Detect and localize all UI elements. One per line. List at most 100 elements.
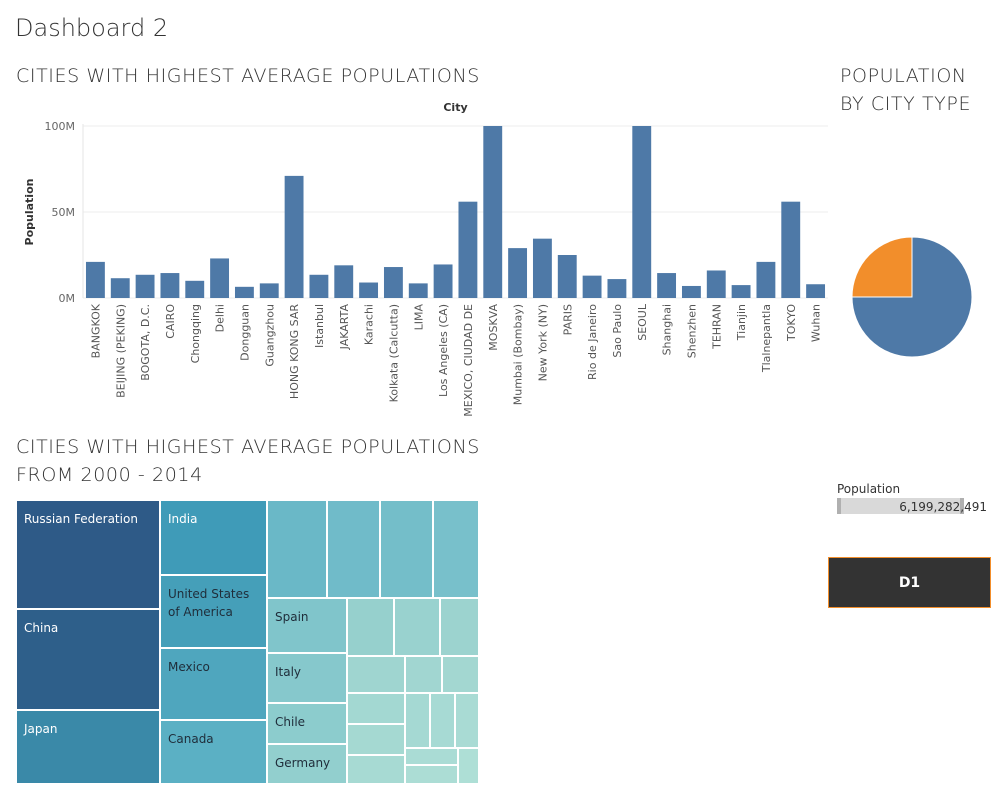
treemap-cell-chile: Chile [267, 703, 347, 744]
bar-beijing-peking [110, 278, 130, 298]
d1-navigation-button[interactable]: D1 [828, 557, 991, 608]
treemap-cell [405, 748, 458, 765]
pie-chart-title: POPULATION BY CITY TYPE [840, 62, 971, 118]
treemap-cell [405, 656, 442, 693]
treemap-cell-label: Canada [168, 732, 214, 746]
bar-x-tick-label: Sao Paulo [611, 304, 624, 358]
bar-x-tick-label: MEXICO, CIUDAD DE [462, 304, 475, 417]
bar-x-tick-label: HONG KONG SAR [288, 304, 301, 399]
bar-x-tick-label: MOSKVA [487, 304, 500, 351]
bar-x-tick-label: Los Angeles (CA) [437, 304, 450, 397]
treemap-cell-label: Mexico [168, 660, 210, 674]
bar-x-tick-label: TOKYO [785, 304, 798, 342]
country-treemap: Russian Federation China Japan India United … [16, 500, 479, 784]
treemap-cell-label: Spain [275, 610, 309, 624]
bar-x-tick-label: PARIS [561, 304, 574, 335]
bar-x-tick-label: BANGKOK [89, 303, 102, 358]
bar-mexico-ciudad-de [458, 201, 478, 298]
bar-delhi [210, 258, 230, 298]
bar-x-tick-label: Tlalnepantla [760, 304, 773, 373]
bar-x-tick-label: Istanbul [313, 304, 326, 348]
bar-x-axis-title: City [443, 101, 467, 114]
bar-istanbul [309, 274, 329, 298]
bar-shanghai [657, 273, 677, 298]
treemap-cell-united-states-of-america: United States of America [160, 575, 267, 648]
treemap-cell-label: Japan [24, 722, 58, 736]
treemap-cell [440, 598, 479, 656]
bar-chart-title: CITIES WITH HIGHEST AVERAGE POPULATIONS [16, 65, 480, 87]
bar-x-tick-label: BOGOTA, D.C. [139, 304, 152, 381]
pie-slice-blue [851, 236, 973, 358]
treemap-cell-label: India [168, 512, 198, 526]
bar-x-tick-label: Rio de Janeiro [586, 304, 599, 380]
population-bar-chart: City Population 0M 50M 100M BANGKOK BEIJING (P… [23, 101, 828, 417]
bar-new-york-ny [532, 238, 552, 298]
treemap-cell-label: Germany [275, 756, 331, 770]
treemap-cell-china: China [16, 609, 160, 710]
bar-rio-de-janeiro [582, 275, 602, 298]
bar-tianjin [731, 285, 751, 298]
bar-x-tick-label: Tianjin [735, 304, 748, 341]
bar-x-tick-label: CAIRO [164, 304, 177, 339]
bar-y-tick-label: 100M [45, 120, 76, 133]
treemap-cell [347, 598, 394, 656]
bar-x-tick-label: Shanghai [661, 304, 674, 355]
bar-shenzhen [681, 285, 701, 298]
city-type-pie-chart [851, 236, 973, 358]
treemap-cell [433, 500, 479, 598]
pie-title-line2: BY CITY TYPE [840, 93, 972, 115]
treemap-cell-label: Italy [275, 665, 302, 679]
treemap-cell-mexico: Mexico [160, 648, 267, 720]
treemap-cell [347, 724, 405, 755]
bar-y-tick-label: 0M [59, 292, 76, 305]
treemap-title: CITIES WITH HIGHEST AVERAGE POPULATIONS … [16, 433, 480, 489]
population-filter[interactable]: Population 6,199,282,491 [837, 482, 987, 514]
bar-x-tick-label: Dongguan [238, 304, 251, 361]
bar-x-tick-label: Guangzhou [263, 304, 276, 367]
bar-x-tick-label: Wuhan [810, 304, 823, 342]
treemap-cell-label: United States of America [168, 587, 250, 619]
treemap-title-line1: CITIES WITH HIGHEST AVERAGE POPULATIONS [16, 436, 480, 458]
bar-lima [408, 283, 428, 298]
bar-dongguan [234, 286, 254, 298]
treemap-cell [394, 598, 440, 656]
bar-tokyo [781, 201, 801, 298]
population-range-slider[interactable] [837, 498, 964, 514]
bar-tlalnepantla [756, 261, 776, 298]
bar-x-tick-label: SEOUL [636, 303, 649, 341]
bar-karachi [359, 282, 379, 298]
treemap-cell [455, 693, 479, 748]
population-filter-label: Population [837, 482, 901, 496]
treemap-cell [267, 500, 327, 598]
bar-cairo [160, 273, 180, 298]
bar-x-tick-label: Karachi [363, 304, 376, 345]
bar-x-tick-label: TEHRAN [710, 304, 723, 350]
bar-seoul [632, 126, 652, 298]
bar-jakarta [334, 265, 354, 298]
bar-tehran [706, 270, 726, 298]
bar-mumbai-bombay [508, 248, 528, 298]
population-filter-value: 6,199,282,491 [899, 500, 987, 514]
treemap-cell-india: India [160, 500, 267, 575]
treemap-cell-canada: Canada [160, 720, 267, 784]
bar-y-axis-title: Population [23, 179, 36, 246]
treemap-cell-label: Chile [275, 715, 306, 729]
treemap-cell-germany: Germany [267, 744, 347, 784]
treemap-cell-spain: Spain [267, 598, 347, 653]
treemap-cell-japan: Japan [16, 710, 160, 784]
bar-x-tick-label: Mumbai (Bombay) [512, 304, 525, 405]
pie-slice-orange [851, 236, 913, 298]
bar-x-tick-label: JAKARTA [338, 304, 351, 351]
bar-los-angeles-ca [433, 264, 453, 298]
treemap-title-line2: FROM 2000 - 2014 [16, 464, 203, 486]
bar-sao-paulo [607, 279, 627, 298]
treemap-cell [405, 693, 430, 748]
bar-wuhan [806, 284, 826, 298]
treemap-cell-label: China [24, 621, 59, 635]
treemap-cell [405, 765, 458, 784]
treemap-cell [347, 693, 405, 724]
treemap-cell-italy: Italy [267, 653, 347, 703]
treemap-cell-label: Russian Federation [24, 512, 138, 526]
treemap-cell-russian-federation: Russian Federation [16, 500, 160, 609]
bar-x-tick-label: New York (NY) [536, 304, 549, 381]
